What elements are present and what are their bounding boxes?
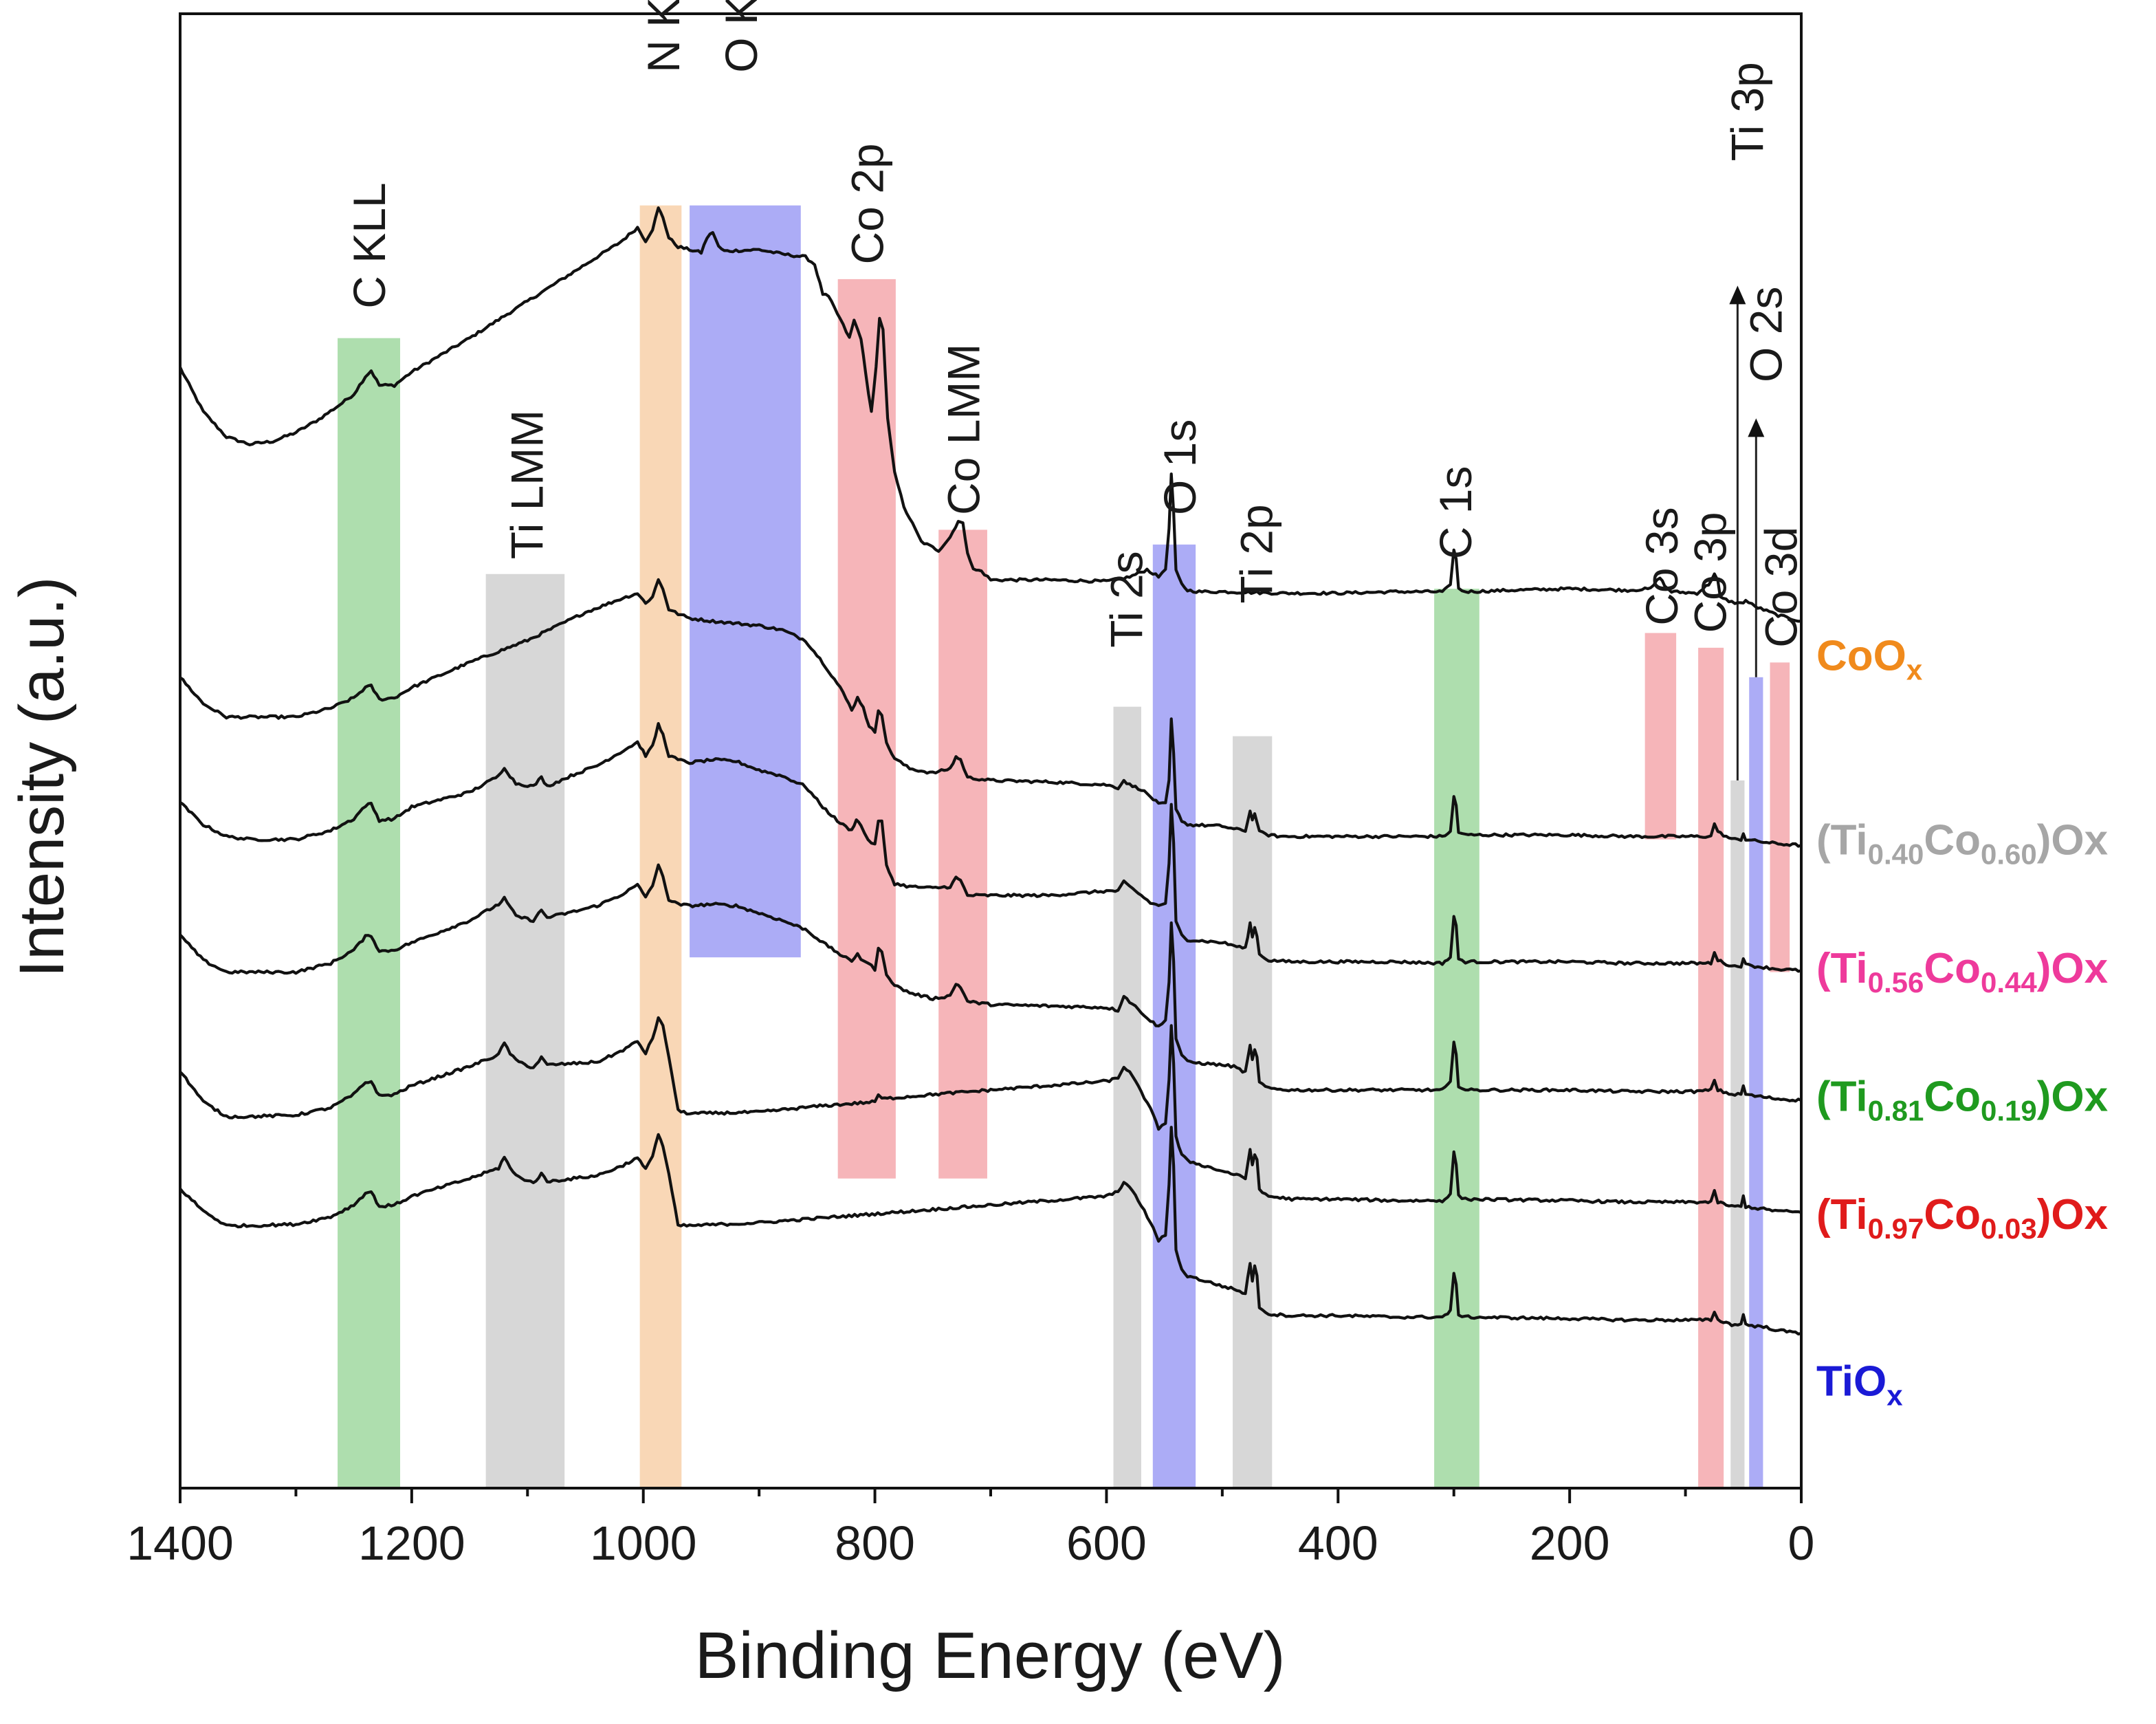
- region-c-kll: [338, 338, 401, 1489]
- spectra: [179, 206, 1802, 1335]
- region-co-3d: [1770, 662, 1790, 972]
- series-label-2: (Ti0.40Co0.60)Ox: [1816, 817, 2109, 871]
- y-axis-title: Intensity (a.u.): [7, 577, 77, 978]
- region-co-3p: [1698, 647, 1724, 1489]
- peak-label-ti-3p: Ti 3p: [1722, 62, 1773, 161]
- region-n-kll: [639, 205, 682, 1489]
- peak-label-o-1s: O 1s: [1154, 419, 1205, 515]
- x-tick-label: 1400: [126, 1516, 234, 1570]
- x-tick-label: 1000: [590, 1516, 697, 1570]
- x-axis-title: Binding Energy (eV): [694, 1619, 1285, 1692]
- peak-labels: C KLL Ti LMM N KLL O KLL Co 2p Co LMM Ti 2sO 1…: [344, 0, 1806, 648]
- region-o-2s: [1749, 677, 1763, 1488]
- axes: 1400 1200 1000 800 600 400 200 0: [126, 12, 1815, 1570]
- x-tick-label: 600: [1066, 1516, 1147, 1570]
- region-co-lmm: [938, 530, 987, 1179]
- peak-label-co-lmm: Co LMM: [938, 344, 989, 515]
- x-tick-label: 400: [1298, 1516, 1378, 1570]
- region-c-1s: [1434, 589, 1480, 1489]
- spectrum-line-5: [179, 1016, 1802, 1214]
- peak-label-o-kll: O KLL: [716, 0, 767, 73]
- region-ti-2p: [1233, 736, 1273, 1488]
- highlight-regions: [338, 205, 1790, 1489]
- spectrum-line-3: [179, 722, 1802, 973]
- series-label-6: TiOx: [1816, 1357, 1903, 1411]
- spectrum-line-1: [179, 206, 1802, 623]
- reference-arrows: [1729, 285, 1765, 781]
- region-ti-3p: [1730, 780, 1745, 1488]
- region-ti-2s: [1113, 706, 1141, 1488]
- peak-label-co-3s: Co 3s: [1636, 507, 1687, 625]
- spectrum-line-4: [179, 863, 1802, 1103]
- x-tick-label: 1200: [358, 1516, 465, 1570]
- x-tick-label: 0: [1788, 1516, 1815, 1570]
- region-ti-lmm: [485, 574, 565, 1488]
- series-label-4: (Ti0.81Co0.19)Ox: [1816, 1073, 2109, 1127]
- spectrum-line-2: [179, 578, 1802, 848]
- peak-label-co-2p: Co 2p: [842, 143, 893, 264]
- peak-label-c-1s: C 1s: [1430, 466, 1481, 560]
- peak-label-n-kll: N KLL: [638, 0, 689, 73]
- region-co-3s: [1644, 633, 1677, 840]
- peak-label-c-kll: C KLL: [344, 182, 395, 308]
- peak-label-ti-2p: Ti 2p: [1231, 504, 1282, 603]
- peak-label-ti-2s: Ti 2s: [1101, 551, 1152, 648]
- region-o-kll: [690, 205, 801, 958]
- peak-label-co-3p: Co 3p: [1685, 512, 1736, 633]
- spectrum-line-6: [179, 1126, 1802, 1335]
- series-labels: CoOx (Ti0.40Co0.60)Ox (Ti0.56Co0.44)Ox (Ti0…: [1816, 633, 2109, 1412]
- series-label-5: (Ti0.97Co0.03)Ox: [1816, 1191, 2109, 1245]
- plot-frame: [179, 12, 1803, 1490]
- region-co-2p: [837, 279, 896, 1179]
- peak-label-ti-lmm: Ti LMM: [501, 410, 552, 560]
- peak-label-co-3d: Co 3d: [1755, 527, 1806, 648]
- peak-label-o-2s: O 2s: [1741, 287, 1792, 382]
- x-tick-label: 200: [1530, 1516, 1610, 1570]
- series-label-1: CoOx: [1816, 633, 1923, 686]
- x-tick-label: 800: [835, 1516, 915, 1570]
- series-label-3: (Ti0.56Co0.44)Ox: [1816, 945, 2109, 999]
